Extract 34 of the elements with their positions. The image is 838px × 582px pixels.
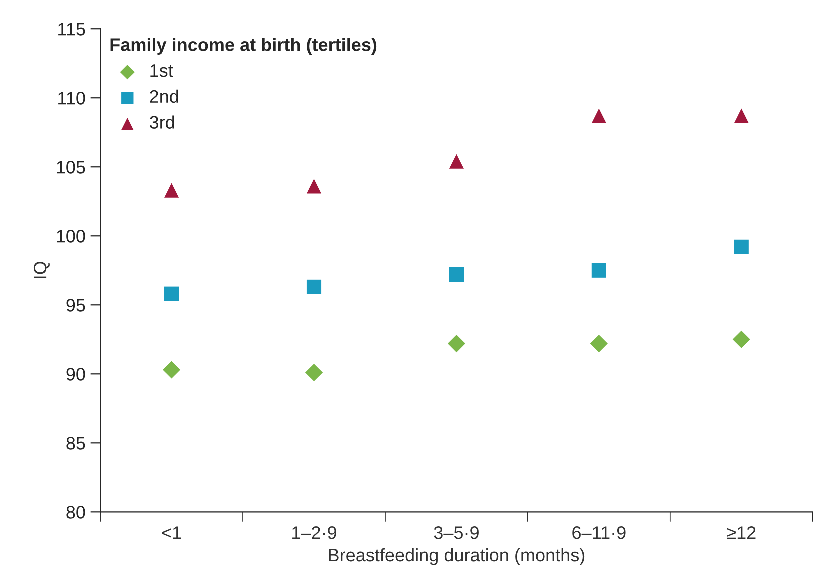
y-tick-label: 95 — [66, 299, 86, 312]
x-tick-label: <1 — [162, 526, 182, 540]
point — [448, 334, 466, 353]
point — [306, 280, 322, 294]
legend-title: Family income at birth (tertiles) — [110, 38, 377, 55]
y-axis-title: IQ — [34, 262, 50, 278]
legend-label: 1st — [150, 64, 174, 78]
point — [732, 330, 750, 348]
x-axis-title: Breastfeeding duration (months) — [329, 548, 585, 566]
point — [306, 179, 322, 194]
x-tick-label: ≥12 — [727, 526, 756, 540]
point — [449, 267, 464, 282]
point — [164, 286, 180, 302]
legend-label: 3rd — [150, 116, 174, 129]
x-tick-label: 1–2·9 — [292, 526, 336, 540]
x-tick-label: 6–11·9 — [572, 526, 626, 540]
y-tick-label: 105 — [57, 161, 86, 174]
x-tick-label: 3–5·9 — [434, 526, 479, 540]
point — [734, 240, 749, 254]
point — [592, 108, 606, 124]
point — [734, 108, 749, 124]
y-tick-label: 85 — [66, 437, 86, 450]
point — [590, 334, 608, 353]
y-tick-label: 110 — [58, 92, 86, 105]
point — [305, 364, 324, 382]
y-tick-label: 80 — [66, 506, 86, 519]
point — [164, 183, 180, 198]
y-tick-label: 100 — [57, 230, 86, 243]
y-tick-label: 90 — [66, 368, 86, 381]
point — [163, 361, 181, 379]
y-tick-label: 115 — [58, 23, 86, 36]
point — [592, 263, 606, 278]
point — [449, 154, 464, 169]
legend-label: 2nd — [150, 90, 178, 104]
